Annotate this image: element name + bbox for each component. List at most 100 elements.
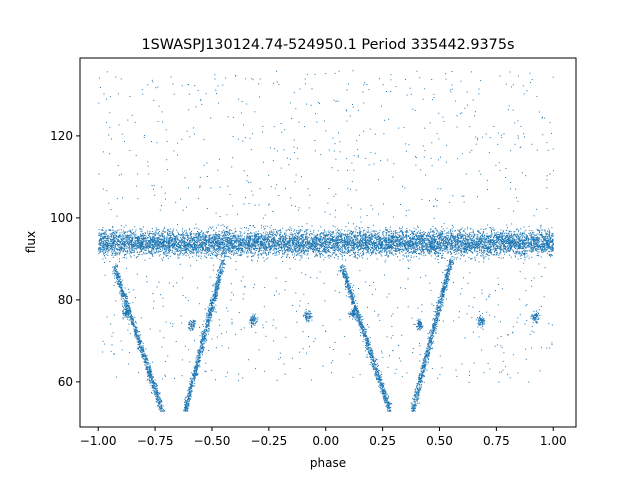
data-point [184, 242, 186, 243]
data-point [404, 241, 405, 243]
data-point [276, 240, 278, 242]
data-point [169, 238, 171, 240]
data-point [550, 255, 552, 257]
data-point [303, 241, 305, 243]
data-point [212, 236, 214, 238]
data-point [521, 255, 523, 257]
data-point [296, 235, 298, 237]
data-point [212, 226, 214, 228]
data-point [260, 233, 262, 235]
data-point [242, 249, 244, 251]
data-point [208, 248, 210, 250]
data-point [153, 237, 155, 239]
data-point [158, 255, 160, 257]
data-point [323, 244, 325, 246]
data-point [258, 248, 260, 250]
data-point [442, 244, 444, 246]
data-point [155, 244, 157, 246]
data-point [359, 232, 361, 234]
data-point [497, 233, 499, 235]
data-point [111, 246, 112, 248]
data-point [173, 234, 175, 236]
data-point [423, 240, 425, 242]
data-point [302, 240, 304, 242]
data-point [454, 237, 456, 239]
data-point [126, 236, 128, 238]
data-point [352, 245, 354, 247]
data-point [102, 227, 104, 229]
data-point [260, 253, 262, 255]
data-point [533, 247, 535, 249]
data-point [380, 244, 382, 246]
data-point [205, 236, 207, 238]
data-point [357, 252, 359, 254]
data-point [183, 234, 185, 236]
data-point [277, 233, 279, 235]
data-point [289, 226, 291, 228]
data-point [334, 243, 336, 244]
data-point [273, 249, 275, 251]
data-point [368, 227, 370, 229]
data-point [174, 251, 176, 253]
data-point [311, 239, 313, 241]
data-point [526, 235, 528, 236]
data-point [164, 244, 166, 246]
data-point [401, 248, 403, 250]
data-point [106, 238, 108, 239]
data-point [291, 234, 293, 236]
data-point [114, 230, 116, 232]
data-point [293, 247, 295, 249]
data-point [352, 242, 354, 244]
data-point [105, 257, 107, 259]
data-point [269, 248, 271, 250]
data-point [474, 247, 476, 248]
data-point [223, 231, 225, 233]
data-point [187, 248, 189, 249]
data-point [163, 228, 165, 229]
data-point [518, 238, 520, 240]
data-point [324, 245, 326, 247]
data-point [457, 241, 459, 243]
data-point [193, 249, 195, 251]
data-point [231, 246, 233, 248]
data-point [374, 237, 376, 239]
data-point [203, 242, 205, 244]
data-point [203, 245, 205, 247]
data-point [504, 253, 506, 255]
data-point [380, 241, 382, 243]
data-point [135, 241, 137, 243]
data-point [380, 246, 382, 248]
data-point [151, 253, 153, 255]
data-point [483, 246, 485, 248]
data-point [340, 234, 342, 236]
data-point [180, 244, 182, 246]
data-point [162, 238, 164, 240]
data-point [226, 248, 228, 250]
data-point [101, 241, 102, 243]
data-point [539, 246, 541, 248]
data-point [386, 251, 388, 253]
data-point [300, 236, 302, 237]
data-point [230, 239, 232, 241]
data-point [293, 230, 295, 232]
data-point [445, 246, 447, 248]
data-point [540, 246, 542, 247]
data-point [246, 256, 248, 258]
data-point [534, 245, 536, 247]
data-point [365, 237, 367, 239]
data-point [288, 240, 290, 242]
data-point [163, 231, 165, 232]
data-point [224, 243, 225, 245]
data-point [152, 239, 154, 241]
data-point [384, 261, 386, 263]
data-point [372, 250, 374, 252]
data-point [423, 240, 425, 242]
data-point [454, 249, 456, 251]
data-point [457, 229, 459, 231]
data-point [243, 243, 245, 245]
data-point [140, 241, 142, 243]
data-point [156, 245, 158, 247]
data-point [112, 230, 114, 232]
data-point [465, 236, 467, 238]
data-point [248, 228, 250, 230]
